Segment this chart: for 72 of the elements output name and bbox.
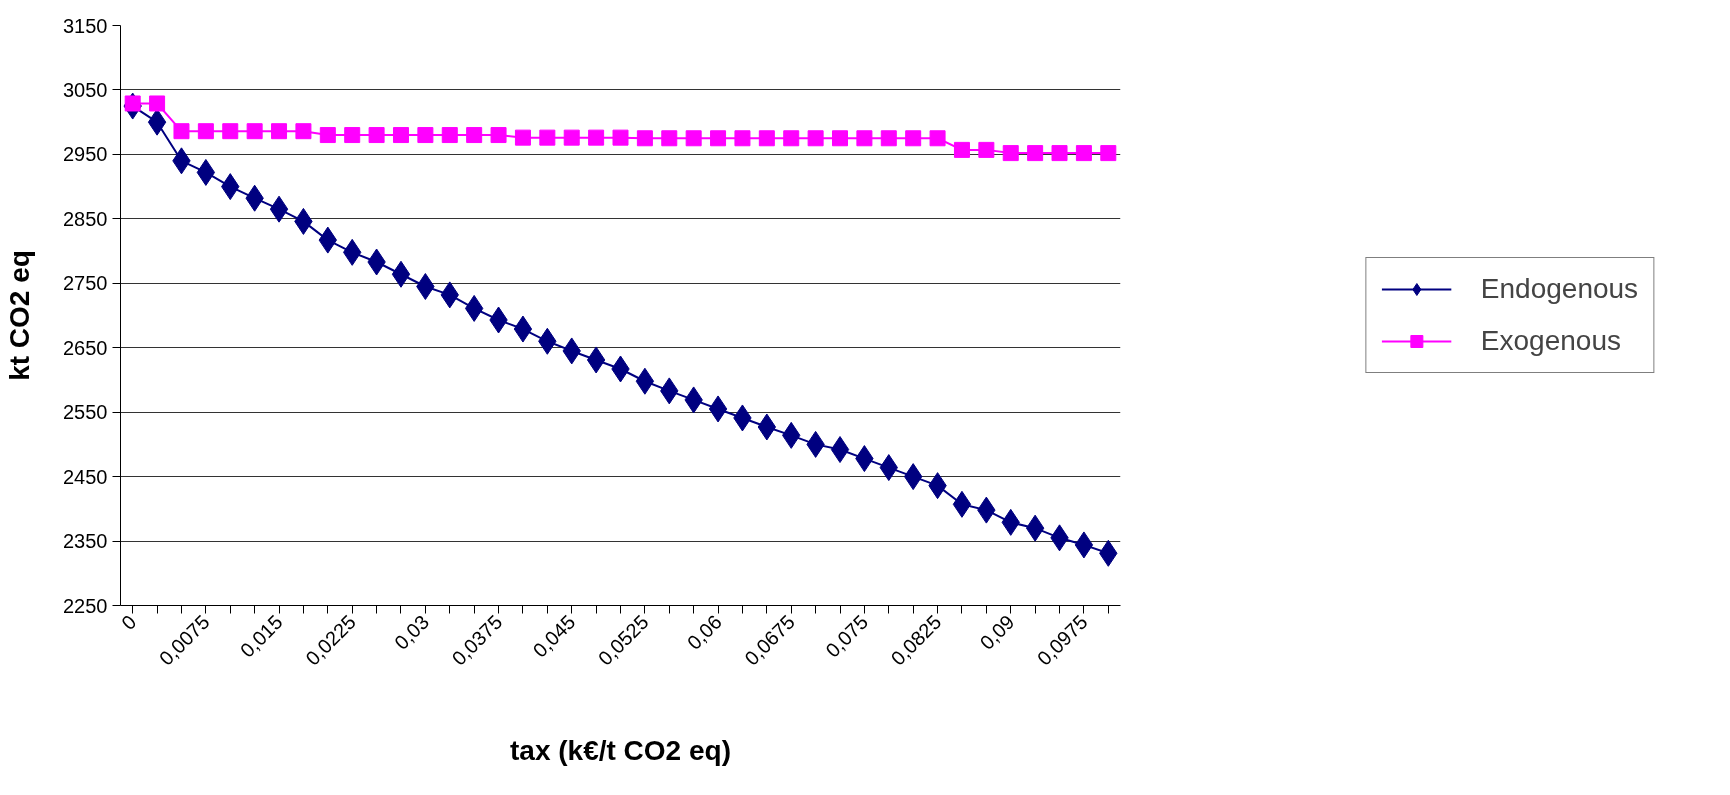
point: [758, 130, 775, 147]
point: [344, 127, 361, 144]
point: [222, 123, 239, 140]
x-tick-label: 0,03: [390, 610, 434, 654]
x-axis-title: tax (k€/t CO2 eq): [510, 734, 731, 766]
point: [588, 129, 605, 146]
point: [269, 195, 289, 223]
point: [661, 130, 678, 147]
point: [636, 130, 653, 147]
point: [391, 260, 411, 288]
point: [953, 141, 970, 158]
point: [417, 127, 434, 144]
y-tick-label: 2750: [63, 272, 108, 295]
y-tick-label: 2850: [63, 207, 108, 230]
point: [856, 130, 873, 147]
point: [685, 130, 702, 147]
point: [196, 158, 216, 186]
point: [1075, 145, 1092, 162]
point: [929, 130, 946, 147]
point: [441, 127, 458, 144]
x-tick-label: 0,09: [975, 610, 1019, 654]
point: [416, 273, 435, 300]
point: [1027, 145, 1044, 162]
point: [271, 123, 288, 140]
point: [514, 129, 531, 146]
point: [246, 123, 263, 140]
legend-label: Endogenous: [1480, 273, 1639, 305]
y-tick-label: 2450: [63, 465, 108, 488]
y-tick-label: 2950: [63, 143, 108, 166]
y-tick-label: 2250: [63, 594, 108, 617]
point: [757, 413, 777, 441]
y-tick-label: 2550: [63, 401, 108, 424]
point: [149, 95, 166, 112]
point: [586, 346, 606, 374]
point: [513, 315, 533, 343]
point: [464, 294, 484, 322]
point: [905, 130, 922, 147]
y-tick-label: 3150: [63, 14, 108, 37]
y-tick-label: 3050: [63, 78, 108, 101]
point: [612, 129, 629, 146]
point: [319, 127, 336, 144]
legend-label: Exogenous: [1480, 325, 1621, 357]
point: [197, 123, 214, 140]
point: [708, 395, 728, 423]
x-tick-label: 0: [117, 610, 141, 635]
point: [490, 127, 507, 144]
point: [880, 130, 897, 147]
point: [173, 123, 190, 140]
point: [295, 123, 312, 140]
point: [1002, 145, 1019, 162]
point: [539, 129, 556, 146]
point: [563, 129, 580, 146]
point: [952, 490, 972, 518]
y-tick-label: 2650: [63, 336, 108, 359]
point: [1100, 145, 1117, 162]
point: [368, 127, 385, 144]
point: [734, 130, 751, 147]
point: [710, 130, 727, 147]
point: [783, 130, 800, 147]
point: [1074, 531, 1094, 559]
y-tick-label: 2350: [63, 530, 108, 553]
point: [830, 436, 850, 464]
point: [807, 130, 824, 147]
point: [832, 130, 849, 147]
point: [978, 141, 995, 158]
x-tick-label: 0,06: [682, 610, 726, 654]
point: [392, 127, 409, 144]
y-axis-title: kt CO2 eq: [4, 250, 36, 381]
point: [635, 367, 655, 395]
point: [1025, 514, 1045, 542]
point: [1051, 145, 1068, 162]
point: [466, 127, 483, 144]
